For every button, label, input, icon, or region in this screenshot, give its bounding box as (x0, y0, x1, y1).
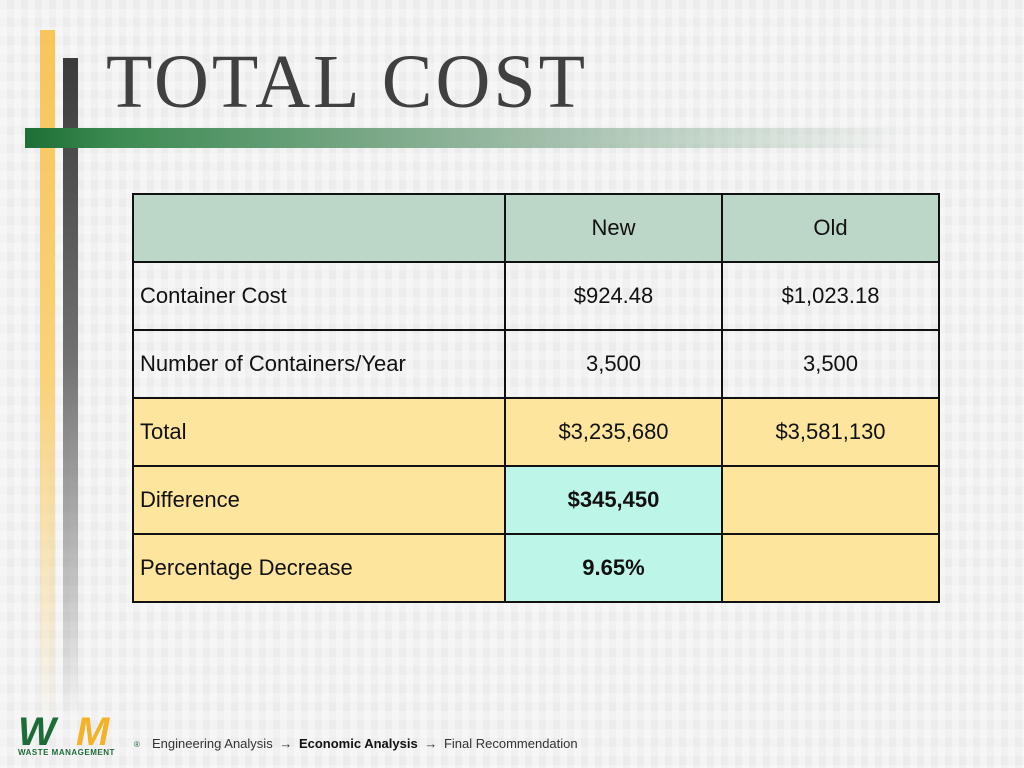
cell-new-value: $924.48 (504, 261, 723, 331)
header-cell-old: Old (721, 193, 940, 263)
cell-difference-value: $345,450 (504, 465, 723, 535)
cell-old-value: $1,023.18 (721, 261, 940, 331)
cell-new-value: $3,235,680 (504, 397, 723, 467)
cell-new-value: 3,500 (504, 329, 723, 399)
breadcrumb-engineering-analysis: Engineering Analysis (152, 736, 273, 751)
row-label: Total (132, 397, 506, 467)
arrow-right-icon: → (424, 736, 438, 751)
waste-management-logo: W M WASTE MANAGEMENT ® (16, 710, 140, 760)
row-label: Container Cost (132, 261, 506, 331)
logo-letter-w: W (18, 710, 56, 754)
slide-title: TOTAL COST (106, 40, 589, 124)
table-row: Number of Containers/Year 3,500 3,500 (132, 329, 940, 399)
logo-letter-m: M (76, 710, 109, 754)
cell-empty (721, 533, 940, 603)
title-underline (25, 128, 905, 148)
row-label: Number of Containers/Year (132, 329, 506, 399)
breadcrumb: Engineering Analysis → Economic Analysis… (152, 736, 578, 751)
breadcrumb-economic-analysis: Economic Analysis (298, 736, 418, 751)
table-header-row: New Old (132, 193, 940, 263)
cell-percentage-value: 9.65% (504, 533, 723, 603)
arrow-right-icon: → (279, 736, 293, 751)
row-label: Percentage Decrease (132, 533, 506, 603)
table-row: Total $3,235,680 $3,581,130 (132, 397, 940, 467)
table-row: Container Cost $924.48 $1,023.18 (132, 261, 940, 331)
cell-old-value: 3,500 (721, 329, 940, 399)
cell-old-value: $3,581,130 (721, 397, 940, 467)
slide-footer: W M WASTE MANAGEMENT ® Engineering Analy… (16, 712, 716, 762)
header-cell-new: New (504, 193, 723, 263)
total-cost-table: New Old Container Cost $924.48 $1,023.18… (132, 193, 940, 603)
cell-empty (721, 465, 940, 535)
table-row: Difference $345,450 (132, 465, 940, 535)
row-label: Difference (132, 465, 506, 535)
header-cell-empty (132, 193, 506, 263)
decorative-dark-bar (63, 58, 78, 718)
breadcrumb-final-recommendation: Final Recommendation (443, 736, 578, 751)
registered-mark: ® (134, 740, 140, 749)
logo-wordmark: WASTE MANAGEMENT (18, 748, 115, 757)
decorative-yellow-bar (40, 30, 55, 720)
table-row: Percentage Decrease 9.65% (132, 533, 940, 603)
